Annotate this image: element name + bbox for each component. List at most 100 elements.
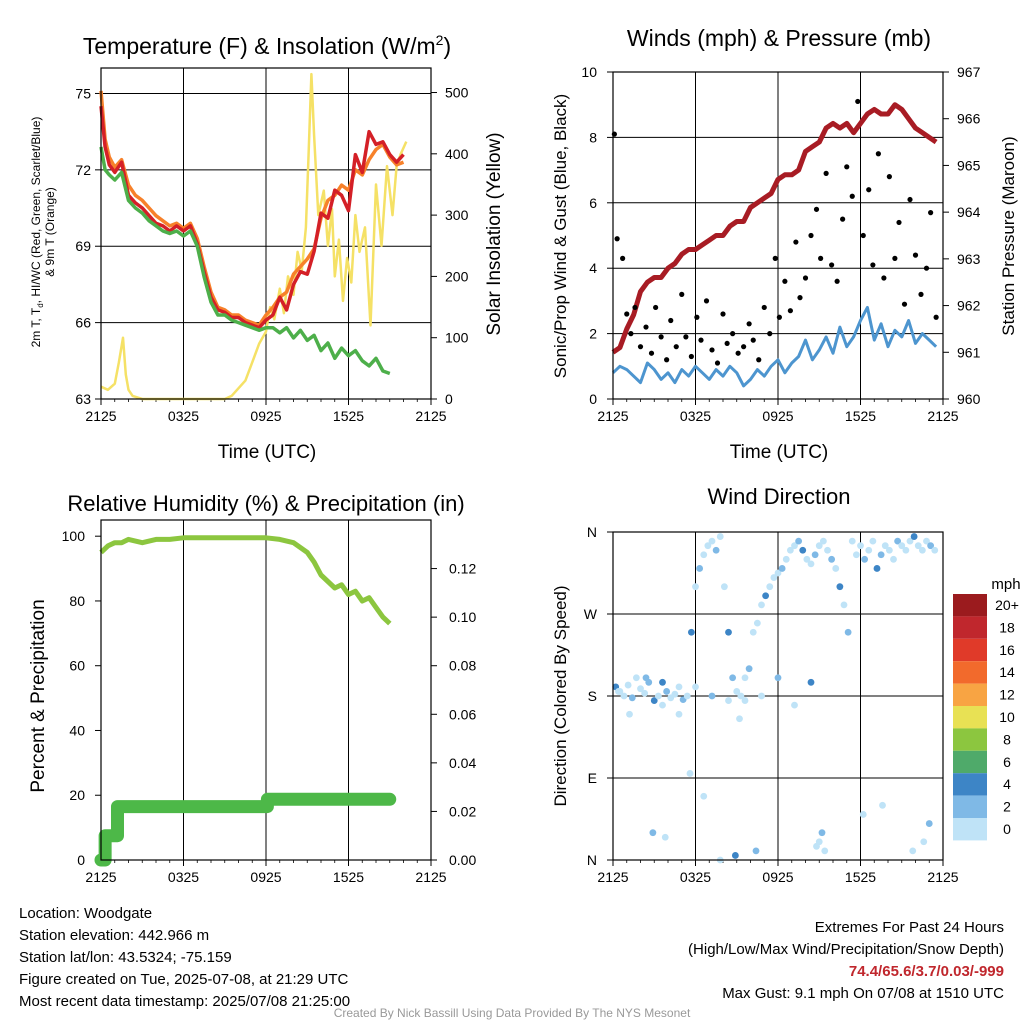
temp-ylabel: 2m T, Td, HI/WC (Red, Green, Scarlet/Blu… bbox=[29, 117, 45, 348]
gust-point bbox=[896, 219, 902, 226]
gust-point bbox=[703, 298, 710, 304]
winds-y2tick-label: 962 bbox=[957, 298, 981, 314]
wdir-point bbox=[641, 689, 649, 697]
legend-swatch bbox=[953, 818, 987, 841]
rh-xtick-label: 2125 bbox=[85, 869, 116, 885]
wdir-ytick-label: E bbox=[588, 770, 597, 786]
wdir-point bbox=[828, 555, 836, 563]
gust-point bbox=[767, 331, 773, 337]
gust-point bbox=[912, 252, 919, 258]
wdir-point bbox=[620, 692, 628, 700]
legend-label: 16 bbox=[999, 642, 1015, 658]
wdir-point bbox=[890, 555, 897, 563]
gust-point bbox=[928, 210, 934, 216]
wdir-point bbox=[745, 665, 753, 673]
wdir-point bbox=[637, 685, 644, 693]
wdir-point bbox=[857, 542, 864, 550]
gust-point bbox=[653, 304, 659, 311]
wdir-point bbox=[859, 811, 867, 818]
extremes-subtitle: (High/Low/Max Wind/Precipitation/Snow De… bbox=[688, 941, 1004, 958]
winds-ytick-label: 0 bbox=[589, 391, 597, 407]
wdir-point bbox=[741, 697, 749, 704]
gust-point bbox=[688, 353, 694, 360]
temp-xtick-label: 0925 bbox=[250, 408, 281, 424]
gust-point bbox=[855, 98, 861, 105]
winds-y2label: Station Pressure (Maroon) bbox=[999, 136, 1018, 335]
temp-ytick-label: 72 bbox=[75, 162, 91, 178]
extremes-title: Extremes For Past 24 Hours bbox=[814, 919, 1004, 936]
gust-point bbox=[709, 347, 715, 353]
temp-y2tick-label: 200 bbox=[445, 268, 469, 284]
wdir-point bbox=[881, 542, 889, 550]
gust-point bbox=[787, 308, 793, 314]
gust-point bbox=[772, 255, 778, 261]
winds-ytick-label: 4 bbox=[589, 260, 597, 276]
wdir-point bbox=[861, 555, 869, 563]
wdir-point bbox=[918, 546, 926, 554]
wdir-point bbox=[844, 628, 852, 636]
gust-point bbox=[886, 174, 892, 180]
rh-y2tick-label: 0.02 bbox=[449, 803, 476, 819]
winds-y2tick-label: 966 bbox=[957, 111, 981, 127]
legend-swatch bbox=[953, 773, 987, 796]
gust-point bbox=[823, 170, 829, 176]
temp-ytick-label: 75 bbox=[75, 85, 91, 101]
rh-y2tick-label: 0.04 bbox=[449, 755, 476, 771]
wdir-point bbox=[821, 847, 829, 855]
winds-xtick-label: 2125 bbox=[927, 408, 958, 424]
gust-point bbox=[834, 278, 840, 284]
gust-point bbox=[624, 311, 630, 317]
gust-point bbox=[724, 340, 730, 347]
extremes-info: Extremes For Past 24 Hours (High/Low/Max… bbox=[688, 917, 1004, 1005]
latlon-text: Station lat/lon: 43.5324; -75.159 bbox=[19, 949, 232, 966]
winds-series-maroon bbox=[611, 102, 938, 355]
wdir-xtick-label: 0325 bbox=[680, 869, 711, 885]
gust-point bbox=[750, 337, 756, 343]
temp-ytick-label: 63 bbox=[75, 391, 91, 407]
temp-ytick-label: 69 bbox=[75, 238, 91, 254]
wdir-point bbox=[729, 674, 737, 682]
gust-point bbox=[860, 232, 866, 239]
wdir-point bbox=[626, 710, 633, 718]
gust-point bbox=[870, 262, 876, 268]
wdir-point bbox=[920, 838, 928, 846]
wdir-point bbox=[671, 690, 679, 698]
credit-text: Created By Nick Bassill Using Data Provi… bbox=[333, 1006, 691, 1020]
wdir-point bbox=[736, 715, 743, 723]
gust-point bbox=[614, 236, 620, 242]
temp-ytick-label: 66 bbox=[75, 315, 91, 331]
gust-point bbox=[849, 193, 855, 199]
wdir-ytick-label: S bbox=[588, 688, 597, 704]
wdir-ytick-label: N bbox=[587, 524, 597, 540]
max-gust-text: Max Gust: 9.1 mph On 07/08 at 1510 UTC bbox=[722, 985, 1004, 1002]
gust-point bbox=[620, 255, 626, 261]
wdir-point bbox=[836, 583, 844, 591]
wdir-point bbox=[873, 565, 881, 572]
wdir-point bbox=[700, 792, 708, 800]
winds-xtick-label: 2125 bbox=[597, 408, 628, 424]
wdir-point bbox=[819, 537, 827, 545]
winds-y2tick-label: 965 bbox=[957, 157, 981, 173]
winds-y2tick-label: 963 bbox=[957, 251, 981, 267]
wdir-point bbox=[766, 583, 774, 591]
wind-direction-panel: Wind Direction Direction (Colored By Spe… bbox=[551, 484, 1021, 885]
legend-label: 20+ bbox=[995, 597, 1019, 613]
gust-point bbox=[735, 350, 741, 356]
legend-swatch bbox=[953, 594, 987, 617]
wdir-point bbox=[807, 678, 815, 686]
wdir-point bbox=[852, 551, 860, 559]
rh-y2tick-label: 0.06 bbox=[449, 706, 476, 722]
rh-ytick-label: 60 bbox=[69, 658, 85, 674]
wdir-point bbox=[733, 688, 741, 695]
wdir-point bbox=[712, 546, 720, 554]
extremes-values: 74.4/65.6/3.7/0.03/-999 bbox=[848, 963, 1004, 980]
wdir-point bbox=[704, 542, 712, 550]
gust-point bbox=[746, 321, 752, 327]
wdir-point bbox=[840, 601, 848, 609]
gust-point bbox=[679, 291, 685, 297]
wdir-point bbox=[848, 537, 856, 545]
wdir-point bbox=[749, 628, 757, 636]
winds-ytick-label: 10 bbox=[581, 64, 597, 80]
legend-swatch bbox=[953, 795, 987, 818]
gust-point bbox=[648, 350, 655, 356]
